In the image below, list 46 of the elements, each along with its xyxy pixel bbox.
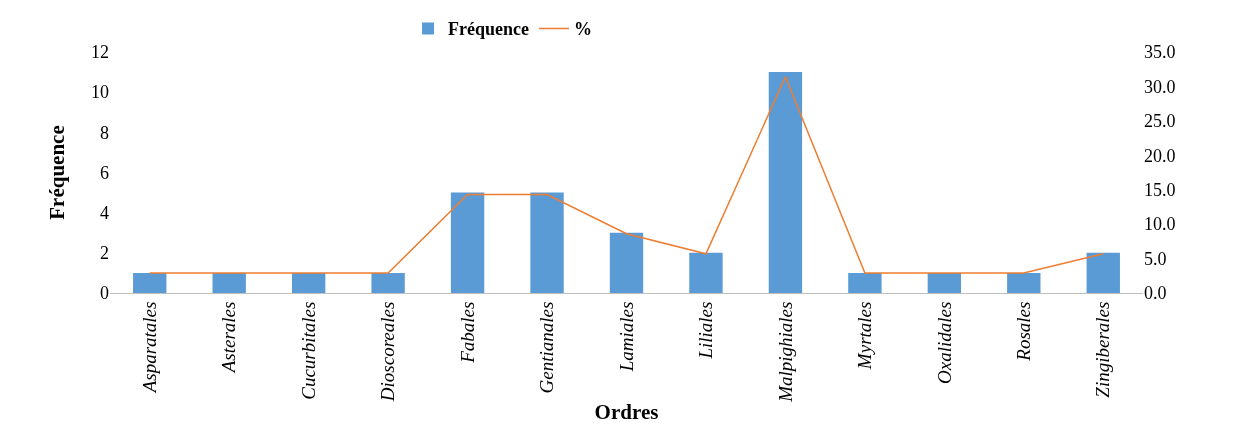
y-tick-label: 12	[91, 42, 109, 63]
bar	[530, 192, 564, 293]
legend-label: Fréquence	[448, 19, 530, 40]
bar	[848, 272, 882, 293]
y2-tick-label: 30.0	[1144, 76, 1176, 97]
x-tick-label: Dioscoreales	[377, 301, 399, 403]
y2-tick-label: 15.0	[1144, 180, 1176, 201]
y-tick-label: 10	[91, 82, 109, 103]
y2-tick-label: 35.0	[1144, 42, 1176, 63]
y-axis-title: Fréquence	[45, 125, 70, 220]
bar	[1086, 252, 1120, 293]
x-tick-label: Asterales	[218, 301, 240, 375]
x-tick-label: Asparatales	[138, 301, 160, 395]
y2-tick-label: 5.0	[1144, 248, 1167, 269]
y-tick-label: 8	[100, 122, 109, 143]
x-tick-label: Rosales	[1012, 301, 1034, 362]
x-tick-label: Gentianales	[536, 301, 558, 394]
x-tick-label: Malpighiales	[774, 301, 796, 403]
y2-tick-label: 0.0	[1144, 283, 1167, 304]
y2-tick-label: 25.0	[1144, 111, 1176, 132]
y2-tick-label: 20.0	[1144, 145, 1176, 166]
bar	[133, 272, 167, 293]
y2-tick-label: 10.0	[1144, 214, 1176, 235]
x-axis-title: Ordres	[594, 400, 659, 425]
bar	[768, 72, 803, 293]
legend-label: %	[574, 19, 593, 40]
bar	[450, 192, 485, 293]
x-tick-label: Liliales	[695, 301, 717, 360]
bar	[689, 252, 723, 293]
line-series	[148, 76, 1105, 274]
bar	[1007, 272, 1041, 293]
bar	[371, 272, 405, 293]
x-tick-label: Lamiales	[615, 301, 637, 373]
bar	[609, 232, 644, 293]
bar	[291, 272, 326, 293]
y-tick-label: 2	[100, 243, 109, 264]
bar	[212, 272, 246, 293]
x-tick-label: Cucurbitales	[297, 301, 319, 400]
y-tick-label: 0	[100, 283, 109, 304]
y-tick-label: 6	[100, 162, 109, 183]
x-tick-label: Fabales	[456, 301, 478, 364]
x-tick-label: Oxalidales	[933, 301, 955, 384]
x-tick-label: Myrtales	[854, 301, 876, 371]
bar	[927, 272, 962, 293]
y-tick-label: 4	[100, 202, 109, 223]
x-tick-label: Zingiberales	[1092, 301, 1114, 398]
